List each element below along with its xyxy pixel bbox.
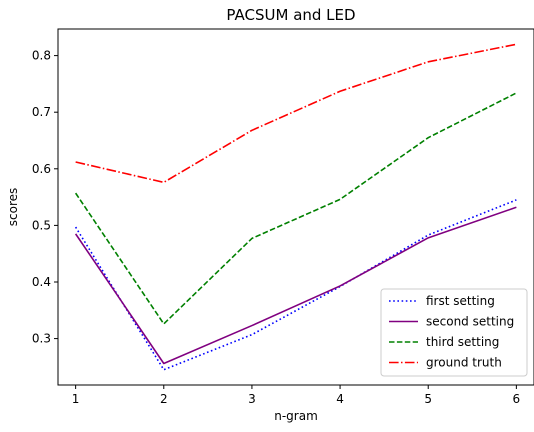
series-line-ground-truth — [75, 43, 517, 184]
y-axis-label: scores — [6, 188, 20, 227]
plot-area-frame — [57, 28, 534, 386]
x-tick-label: 6 — [513, 392, 521, 406]
data-series — [74, 43, 517, 371]
y-tick-label: 0.7 — [32, 105, 51, 119]
x-tick-label: 2 — [160, 392, 168, 406]
legend-label: second setting — [426, 315, 514, 329]
series-line-third-setting — [74, 92, 517, 325]
y-tick-label: 0.3 — [32, 332, 51, 346]
x-axis-label: n-gram — [274, 409, 318, 423]
legend: first setting second setting third setting… — [380, 288, 528, 377]
x-tick-label: 4 — [336, 392, 344, 406]
legend-label: first setting — [426, 294, 495, 308]
legend-box — [380, 288, 528, 377]
x-tick-label: 1 — [72, 392, 80, 406]
y-tick-label: 0.5 — [32, 218, 51, 232]
legend-label: ground truth — [426, 356, 502, 370]
x-tick-label: 5 — [424, 392, 432, 406]
axis-ticks: 1 2 3 4 5 6 0.3 0.4 0.5 0.6 0.7 0.8 — [32, 49, 520, 406]
y-tick-label: 0.8 — [32, 49, 51, 63]
x-tick-label: 3 — [248, 392, 256, 406]
y-tick-label: 0.6 — [32, 162, 51, 176]
series-line-first-setting — [74, 199, 517, 371]
y-tick-label: 0.4 — [32, 275, 51, 289]
series-line-second-setting — [74, 206, 517, 365]
legend-label: third setting — [426, 335, 499, 349]
chart-title: PACSUM and LED — [226, 6, 355, 24]
